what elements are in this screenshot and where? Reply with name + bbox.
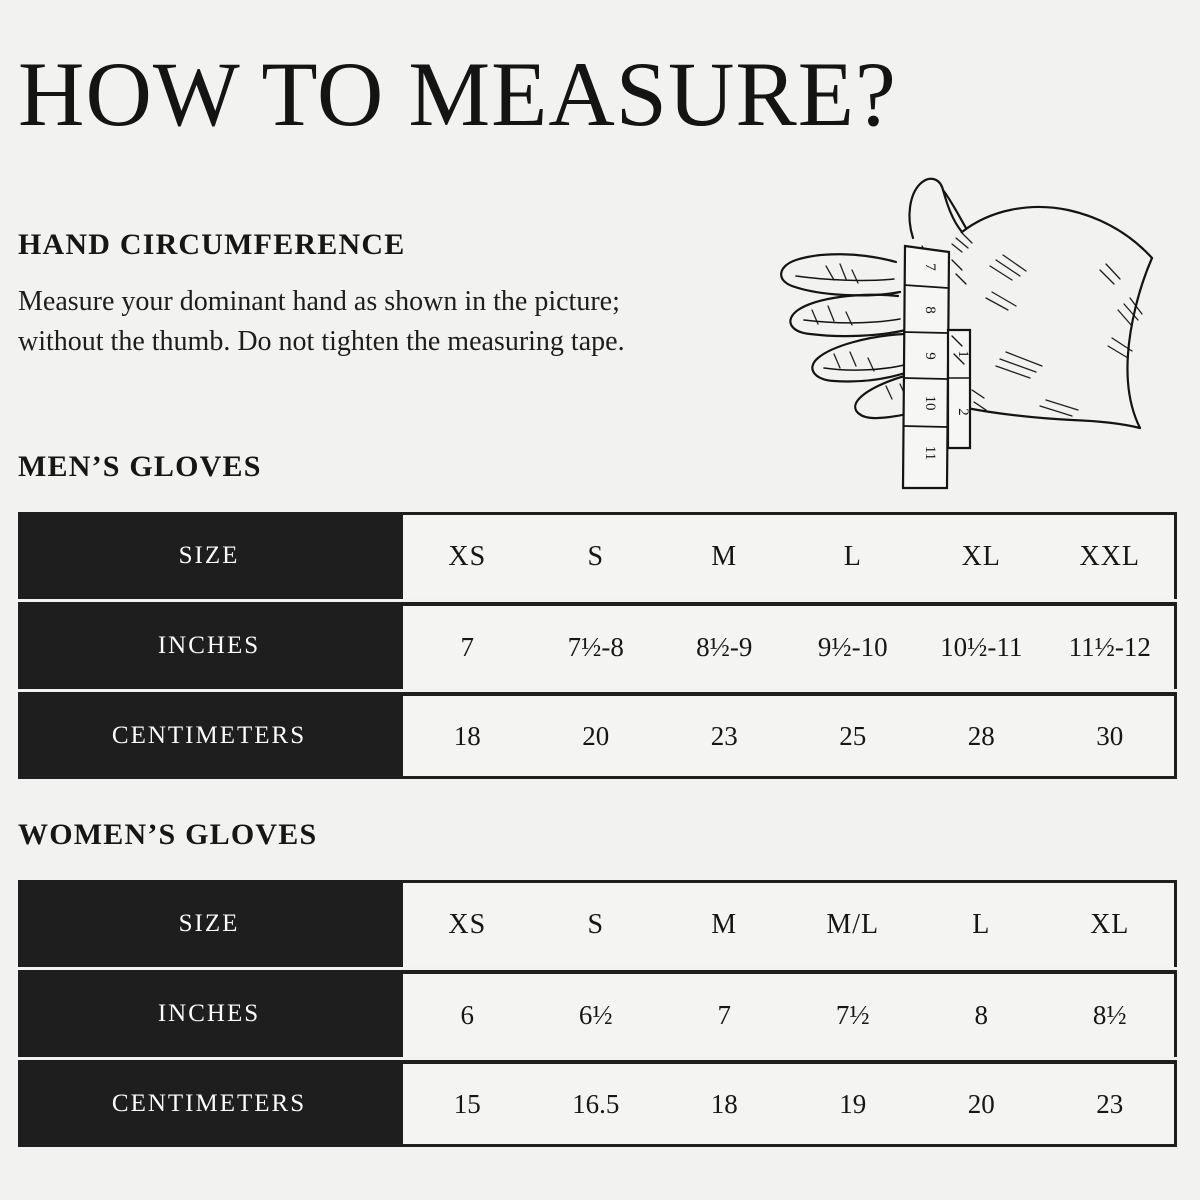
tape-number: 8 <box>922 306 938 314</box>
row-values: 15 16.5 18 19 20 23 <box>400 1060 1177 1147</box>
table-cell: M <box>711 909 738 940</box>
tape-overlap-number: 1 <box>955 350 971 358</box>
row-values: 18 20 23 25 28 30 <box>400 692 1177 779</box>
table-cell: L <box>972 909 991 940</box>
table-cell: 7½-8 <box>567 632 624 662</box>
table-cell: 20 <box>967 1088 995 1119</box>
hand-circumference-heading: HAND CIRCUMFERENCE <box>18 228 406 261</box>
table-cell: 7 <box>717 1000 732 1030</box>
row-label: CENTIMETERS <box>18 692 400 779</box>
womens-gloves-heading: WOMEN’S GLOVES <box>18 818 318 851</box>
tape-overlap-number: 2 <box>955 408 971 416</box>
table-cell: 18 <box>710 1088 738 1119</box>
table-cell: 8 <box>974 1000 989 1030</box>
table-cell: 20 <box>582 720 610 751</box>
table-cell: XS <box>448 541 487 572</box>
row-label: SIZE <box>18 880 400 967</box>
row-label: CENTIMETERS <box>18 1060 400 1147</box>
row-values: 6 6½ 7 7½ 8 8½ <box>400 970 1177 1057</box>
table-cell: 6 <box>460 1000 475 1030</box>
table-cell: 16.5 <box>572 1088 620 1119</box>
table-row: INCHES 7 7½-8 8½-9 9½-10 10½-11 11½-12 <box>18 602 1177 689</box>
table-cell: S <box>587 909 605 940</box>
table-cell: XS <box>448 909 487 940</box>
table-cell: 30 <box>1096 720 1124 751</box>
table-row: CENTIMETERS 18 20 23 25 28 30 <box>18 692 1177 779</box>
table-cell: 9½-10 <box>817 632 888 662</box>
row-label: INCHES <box>18 602 400 689</box>
table-cell: 8½ <box>1092 1000 1127 1030</box>
table-cell: 19 <box>839 1088 867 1119</box>
row-values: XS S M L XL XXL <box>400 512 1177 599</box>
table-cell: 28 <box>967 720 995 751</box>
tape-number: 9 <box>922 352 938 360</box>
tape-number: 11 <box>922 446 938 460</box>
table-cell: 6½ <box>578 1000 613 1030</box>
table-row: SIZE XS S M L XL XXL <box>18 512 1177 599</box>
tape-number: 7 <box>922 263 938 271</box>
table-cell: M/L <box>826 909 880 940</box>
row-values: 7 7½-8 8½-9 9½-10 10½-11 11½-12 <box>400 602 1177 689</box>
table-cell: XL <box>961 541 1001 572</box>
table-cell: 7 <box>460 632 475 662</box>
table-cell: 11½-12 <box>1068 632 1151 662</box>
row-label: INCHES <box>18 970 400 1057</box>
tape-number: 10 <box>922 396 938 411</box>
row-values: XS S M M/L L XL <box>400 880 1177 967</box>
mens-gloves-heading: MEN’S GLOVES <box>18 450 262 483</box>
table-cell: 8½-9 <box>696 632 753 662</box>
table-cell: 23 <box>1096 1088 1124 1119</box>
table-cell: 18 <box>453 720 481 751</box>
hand-measuring-illustration: 7 8 9 10 11 1 2 <box>700 140 1160 490</box>
table-row: SIZE XS S M M/L L XL <box>18 880 1177 967</box>
table-cell: 25 <box>839 720 867 751</box>
row-label: SIZE <box>18 512 400 599</box>
table-cell: L <box>843 541 862 572</box>
table-cell: XL <box>1090 909 1130 940</box>
mens-size-table: SIZE XS S M L XL XXL INCHES 7 7½-8 8½-9 … <box>18 512 1177 779</box>
table-cell: M <box>711 541 738 572</box>
womens-size-table: SIZE XS S M M/L L XL INCHES 6 6½ 7 7½ 8 … <box>18 880 1177 1147</box>
table-cell: S <box>587 541 605 572</box>
table-cell: 10½-11 <box>940 632 1023 662</box>
hand-circumference-body: Measure your dominant hand as shown in t… <box>18 286 625 357</box>
table-cell: 23 <box>710 720 738 751</box>
table-row: INCHES 6 6½ 7 7½ 8 8½ <box>18 970 1177 1057</box>
table-row: CENTIMETERS 15 16.5 18 19 20 23 <box>18 1060 1177 1147</box>
table-cell: 7½ <box>835 1000 870 1030</box>
page-title: HOW TO MEASURE? <box>18 43 897 145</box>
table-cell: 15 <box>453 1088 481 1119</box>
table-cell: XXL <box>1079 541 1141 572</box>
